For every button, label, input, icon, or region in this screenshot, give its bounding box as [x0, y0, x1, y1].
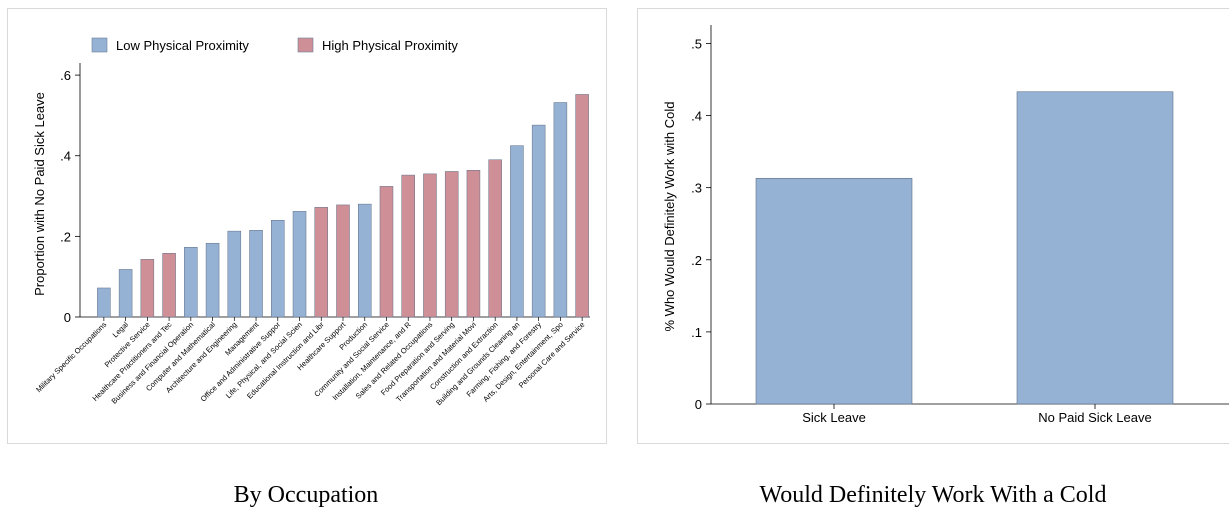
y-tick-label: 0: [64, 310, 71, 325]
y-tick-label: .1: [691, 325, 702, 340]
bar: [336, 204, 350, 318]
bar: [510, 145, 524, 318]
cold-chart-panel: 0 .1 .2 .3 .4 .5 % Who Would Definitely Work w…: [637, 8, 1229, 444]
bar: [401, 174, 415, 318]
bar: [97, 287, 111, 318]
bar: [249, 230, 263, 318]
y-tick-label: 0: [695, 397, 702, 412]
bar: [379, 186, 394, 318]
y-axis-label: % Who Would Definitely Work with Cold: [662, 102, 677, 332]
x-tick-label: Military Specific Occupations: [34, 320, 108, 394]
y-tick-label: .2: [691, 253, 702, 268]
legend-swatch: [297, 37, 314, 53]
occupation-chart-caption: By Occupation: [233, 482, 379, 508]
y-tick-label: .2: [60, 229, 71, 244]
bar: [357, 203, 372, 318]
legend-label: High Physical Proximity: [322, 38, 458, 53]
y-tick-label: .4: [691, 109, 702, 124]
bar: [1016, 91, 1174, 405]
bar: [553, 102, 568, 318]
legend-label: Low Physical Proximity: [116, 38, 249, 53]
bar: [314, 207, 329, 318]
y-tick-label: .3: [691, 181, 702, 196]
bar: [292, 211, 307, 318]
x-tick-label: Sick Leave: [802, 410, 866, 425]
bar: [118, 269, 133, 318]
occupation-chart-panel: Low Physical Proximity High Physical Prox…: [7, 8, 607, 444]
legend-swatch: [91, 37, 108, 53]
bar: [271, 219, 285, 318]
bar: [488, 159, 502, 318]
cold-chart-caption: Would Definitely Work With a Cold: [759, 482, 1107, 508]
cold-work-bar-chart: 0 .1 .2 .3 .4 .5 % Who Would Definitely Work w…: [662, 25, 1229, 425]
y-tick-label: .5: [691, 36, 702, 51]
bar: [227, 230, 242, 318]
y-axis-label: Proportion with No Paid Sick Leave: [32, 92, 47, 296]
bar: [575, 94, 589, 318]
x-tick-label: Legal: [111, 320, 131, 340]
bar: [444, 171, 459, 318]
x-tick-label: No Paid Sick Leave: [1038, 410, 1151, 425]
bar: [184, 247, 198, 318]
bar: [162, 253, 176, 318]
y-tick-label: .6: [60, 68, 71, 83]
bar: [755, 177, 913, 405]
bar: [423, 173, 437, 318]
bar: [205, 242, 220, 318]
bar: [531, 124, 546, 318]
occupation-bar-chart: Low Physical Proximity High Physical Prox…: [32, 37, 590, 407]
y-tick-label: .4: [60, 149, 71, 164]
bar: [466, 169, 481, 318]
bar: [140, 259, 155, 318]
